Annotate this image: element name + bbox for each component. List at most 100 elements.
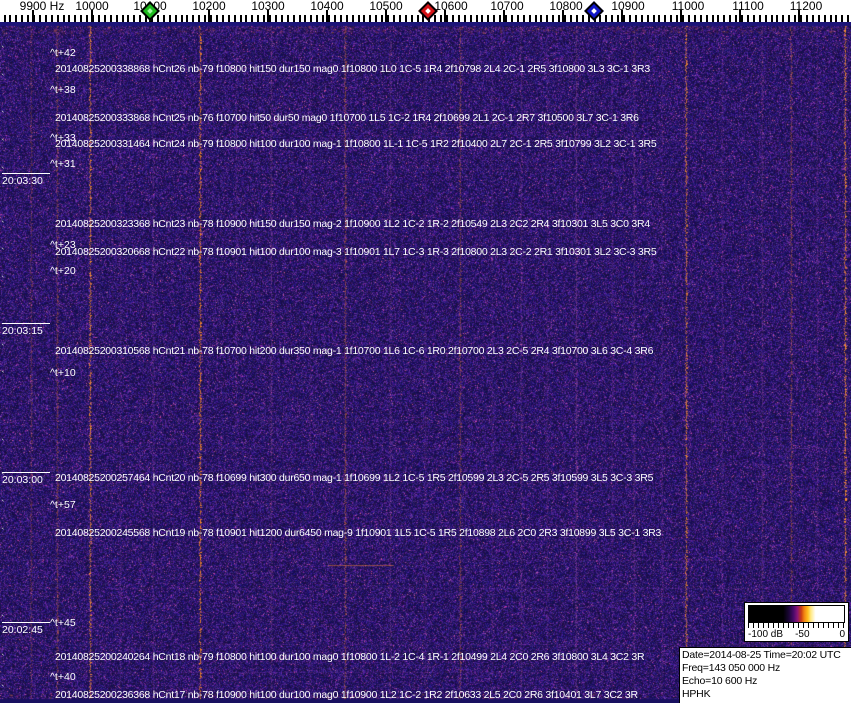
ruler-label-9900-Hz: 9900 Hz xyxy=(20,0,65,12)
ruler-minor-tick xyxy=(771,15,773,22)
colorbar-label-mid: -50 xyxy=(795,629,809,640)
ruler-minor-tick xyxy=(45,15,47,22)
ruler-minor-tick xyxy=(723,15,725,22)
ruler-minor-tick xyxy=(310,15,312,22)
ruler-minor-tick xyxy=(175,15,177,22)
ruler-minor-tick xyxy=(240,15,242,22)
ruler-minor-tick xyxy=(222,15,224,22)
ruler-minor-tick xyxy=(334,15,336,22)
marker-red-diamond-core xyxy=(425,8,431,14)
ruler-minor-tick xyxy=(511,15,513,22)
ruler-minor-tick xyxy=(181,15,183,22)
ruler-minor-tick xyxy=(658,15,660,22)
info-echo-frequency: Echo=10 600 Hz xyxy=(682,675,851,688)
ruler-minor-tick xyxy=(558,15,560,22)
ruler-minor-tick xyxy=(818,15,820,22)
ruler-minor-tick xyxy=(15,15,17,22)
colorbar-ticks xyxy=(748,623,845,628)
sweep-time-mark: ^t+31 xyxy=(50,159,76,170)
left-edge-tick: ` xyxy=(1,345,5,353)
left-edge-tick: ` xyxy=(1,47,5,55)
ruler-minor-tick xyxy=(830,15,832,22)
ruler-minor-tick xyxy=(481,15,483,22)
ruler-minor-tick xyxy=(322,15,324,22)
ruler-minor-tick xyxy=(476,15,478,22)
ruler-minor-tick xyxy=(434,15,436,22)
ruler-label-10000: 10000 xyxy=(75,0,108,12)
ruler-minor-tick xyxy=(381,15,383,22)
ruler-minor-tick xyxy=(369,15,371,22)
ruler-minor-tick xyxy=(387,15,389,22)
ruler-minor-tick xyxy=(717,15,719,22)
ruler-minor-tick xyxy=(340,15,342,22)
ruler-label-10300: 10300 xyxy=(251,0,284,12)
ruler-minor-tick xyxy=(841,15,843,22)
ruler-minor-tick xyxy=(245,15,247,22)
ruler-minor-tick xyxy=(546,15,548,22)
left-edge-tick: ` xyxy=(1,529,5,537)
sweep-time-mark: ^t+38 xyxy=(50,85,76,96)
echo-detection-row: 20140825200333868 hCnt25 nb-76 f10700 hi… xyxy=(55,113,639,124)
left-edge-tick: ` xyxy=(1,277,5,285)
ruler-minor-tick xyxy=(39,15,41,22)
ruler-minor-tick xyxy=(611,15,613,22)
echo-detection-row: 20140825200338868 hCnt26 nb-79 f10800 hi… xyxy=(55,64,650,75)
ruler-minor-tick xyxy=(116,15,118,22)
ruler-minor-tick xyxy=(251,15,253,22)
ruler-label-10600: 10600 xyxy=(434,0,467,12)
ruler-minor-tick xyxy=(735,15,737,22)
ruler-minor-tick xyxy=(570,15,572,22)
ruler-minor-tick xyxy=(464,15,466,22)
ruler-minor-tick xyxy=(198,15,200,22)
ruler-minor-tick xyxy=(535,15,537,22)
ruler-minor-tick xyxy=(363,15,365,22)
frequency-ruler: 9900 Hz100001010010200103001040010500106… xyxy=(0,0,851,22)
ruler-minor-tick xyxy=(228,15,230,22)
ruler-minor-tick xyxy=(133,15,135,22)
ruler-label-11100: 11100 xyxy=(732,0,764,12)
left-edge-tick: ` xyxy=(1,222,5,230)
amplitude-colorbar: -100 dB -50 0 xyxy=(744,602,849,642)
ruler-minor-tick xyxy=(712,15,714,22)
ruler-minor-tick xyxy=(452,15,454,22)
marker-green-diamond-core xyxy=(147,8,153,14)
ruler-minor-tick xyxy=(21,15,23,22)
status-info-box: Date=2014-08-25 Time=20:02 UTC Freq=143 … xyxy=(679,647,851,703)
ruler-minor-tick xyxy=(51,15,53,22)
ruler-minor-tick xyxy=(523,15,525,22)
left-edge-tick: ` xyxy=(1,616,5,624)
ruler-minor-tick xyxy=(765,15,767,22)
ruler-minor-tick xyxy=(812,15,814,22)
ruler-minor-tick xyxy=(328,15,330,22)
ruler-minor-tick xyxy=(505,15,507,22)
sweep-time-mark: ^t+20 xyxy=(50,266,76,277)
ruler-minor-tick xyxy=(4,15,6,22)
echo-detection-row: 20140825200310568 hCnt21 nb-78 f10700 hi… xyxy=(55,346,653,357)
ruler-minor-tick xyxy=(110,15,112,22)
left-edge-tick: ` xyxy=(1,655,5,663)
ruler-minor-tick xyxy=(186,15,188,22)
ruler-minor-tick xyxy=(163,15,165,22)
ruler-minor-tick xyxy=(788,15,790,22)
ruler-minor-tick xyxy=(446,15,448,22)
echo-detection-row: 20140825200236368 hCnt17 nb-78 f10900 hi… xyxy=(55,690,638,701)
ruler-minor-tick xyxy=(293,15,295,22)
ruler-minor-tick xyxy=(599,15,601,22)
left-edge-tick: ` xyxy=(1,140,5,148)
ruler-minor-tick xyxy=(216,15,218,22)
time-axis-label: 20:02:45 xyxy=(2,622,50,636)
ruler-minor-tick xyxy=(346,15,348,22)
echo-detection-row: 20140825200245568 hCnt19 nb-78 f10901 hi… xyxy=(55,528,661,539)
ruler-minor-tick xyxy=(653,15,655,22)
ruler-label-11200: 11200 xyxy=(790,0,822,12)
left-edge-tick: ` xyxy=(1,440,5,448)
left-edge-tick: ` xyxy=(1,75,5,83)
ruler-minor-tick xyxy=(304,15,306,22)
ruler-minor-tick xyxy=(275,15,277,22)
ruler-label-10500: 10500 xyxy=(369,0,402,12)
ruler-minor-tick xyxy=(529,15,531,22)
ruler-minor-tick xyxy=(299,15,301,22)
colorbar-labels: -100 dB -50 0 xyxy=(748,629,845,640)
left-edge-tick: ` xyxy=(1,372,5,380)
ruler-minor-tick xyxy=(540,15,542,22)
